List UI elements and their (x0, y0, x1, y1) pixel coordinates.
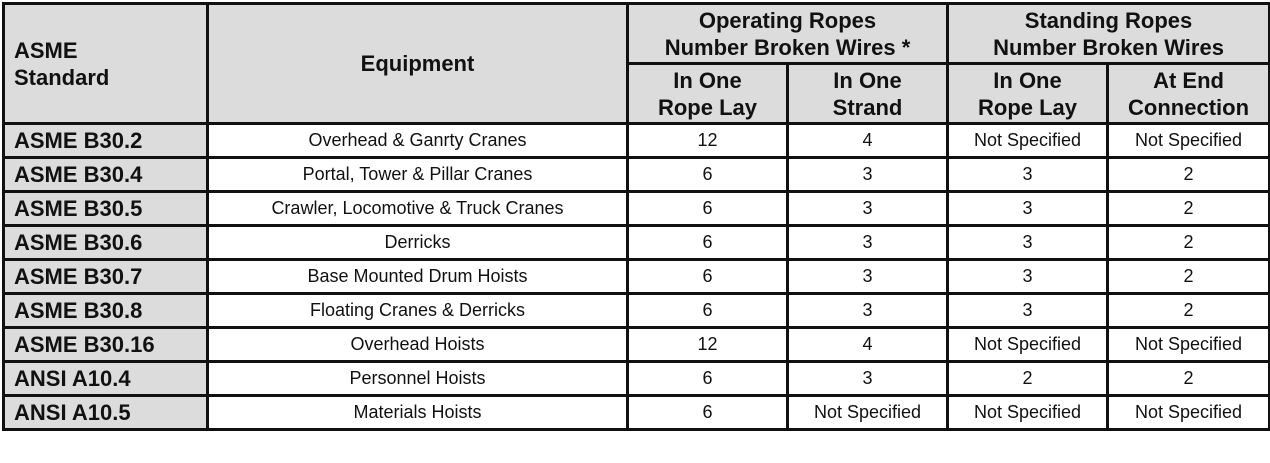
st-rope-lay-cell: Not Specified (946, 122, 1110, 159)
operating-header-line-1: Operating Ropes (698, 7, 877, 33)
table-row: ANSI A10.5 Materials Hoists 6 Not Specif… (2, 394, 1270, 431)
standard-header-line-2: Standard (14, 64, 110, 90)
st-end-connection-cell: 2 (1106, 190, 1270, 227)
table-row: ASME B30.2 Overhead & Ganrty Cranes 12 4… (2, 122, 1270, 159)
op-rope-lay-cell: 6 (626, 224, 789, 261)
equipment-cell: Base Mounted Drum Hoists (206, 258, 629, 295)
equipment-cell: Overhead & Ganrty Cranes (206, 122, 629, 159)
st-rope-lay-header: In One Rope Lay (946, 62, 1110, 125)
equipment-cell: Materials Hoists (206, 394, 629, 431)
standing-header-line-2: Number Broken Wires (993, 34, 1224, 60)
st-rope-lay-cell: 2 (946, 360, 1110, 397)
st-end-connection-cell: Not Specified (1106, 326, 1270, 363)
op-rope-lay-header-line-1: In One (673, 67, 742, 93)
op-strand-header: In One Strand (785, 62, 950, 125)
table-header: ASME Standard Equipment Operating Ropes … (2, 2, 1270, 125)
op-strand-cell: 4 (785, 122, 950, 159)
op-strand-header-line-1: In One (833, 67, 902, 93)
standard-cell: ASME B30.2 (2, 122, 209, 159)
table-row: ASME B30.7 Base Mounted Drum Hoists 6 3 … (2, 258, 1270, 295)
st-rope-lay-cell: 3 (946, 156, 1110, 193)
standard-header-line-1: ASME (14, 37, 78, 63)
st-rope-lay-cell: 3 (946, 258, 1110, 295)
table-body: ASME B30.2 Overhead & Ganrty Cranes 12 4… (2, 122, 1270, 431)
standard-cell: ASME B30.6 (2, 224, 209, 261)
broken-wires-table: ASME Standard Equipment Operating Ropes … (2, 2, 1270, 431)
table-row: ASME B30.16 Overhead Hoists 12 4 Not Spe… (2, 326, 1270, 363)
op-rope-lay-cell: 6 (626, 190, 789, 227)
st-rope-lay-header-line-1: In One (993, 67, 1062, 93)
st-end-connection-cell: 2 (1106, 156, 1270, 193)
st-rope-lay-header-line-2: Rope Lay (978, 94, 1078, 120)
st-end-connection-cell: Not Specified (1106, 394, 1270, 431)
op-strand-cell: 3 (785, 224, 950, 261)
header-row-subcolumns: In One Rope Lay In One Strand In One Rop… (4, 62, 1270, 125)
op-rope-lay-cell: 12 (626, 326, 789, 363)
op-rope-lay-header: In One Rope Lay (626, 62, 789, 125)
st-end-connection-cell: 2 (1106, 292, 1270, 329)
op-strand-cell: 3 (785, 360, 950, 397)
st-end-connection-cell: 2 (1106, 360, 1270, 397)
st-rope-lay-cell: 3 (946, 190, 1110, 227)
st-rope-lay-cell: Not Specified (946, 394, 1110, 431)
standard-cell: ASME B30.16 (2, 326, 209, 363)
st-end-connection-cell: 2 (1106, 258, 1270, 295)
st-end-connection-header-line-2: Connection (1128, 94, 1250, 120)
operating-ropes-group-header: Operating Ropes Number Broken Wires * (625, 2, 950, 65)
standing-ropes-group-header: Standing Ropes Number Broken Wires (946, 2, 1270, 65)
standard-cell: ASME B30.7 (2, 258, 209, 295)
table-row: ASME B30.6 Derricks 6 3 3 2 (2, 224, 1270, 261)
st-end-connection-cell: Not Specified (1106, 122, 1270, 159)
standard-cell: ASME B30.5 (2, 190, 209, 227)
op-rope-lay-cell: 6 (626, 156, 789, 193)
equipment-cell: Personnel Hoists (206, 360, 629, 397)
standard-cell: ANSI A10.4 (2, 360, 209, 397)
standard-cell: ASME B30.8 (2, 292, 209, 329)
equipment-cell: Overhead Hoists (206, 326, 629, 363)
table-row: ANSI A10.4 Personnel Hoists 6 3 2 2 (2, 360, 1270, 397)
standard-cell: ANSI A10.5 (2, 394, 209, 431)
equipment-cell: Crawler, Locomotive & Truck Cranes (206, 190, 629, 227)
standing-header-line-1: Standing Ropes (1024, 7, 1193, 33)
equipment-cell: Portal, Tower & Pillar Cranes (206, 156, 629, 193)
equipment-column-header: Equipment (206, 2, 629, 125)
op-rope-lay-cell: 6 (626, 360, 789, 397)
op-strand-cell: 3 (785, 292, 950, 329)
op-rope-lay-cell: 6 (626, 394, 789, 431)
standard-cell: ASME B30.4 (2, 156, 209, 193)
equipment-cell: Derricks (206, 224, 629, 261)
table-row: ASME B30.8 Floating Cranes & Derricks 6 … (2, 292, 1270, 329)
op-rope-lay-cell: 6 (626, 292, 789, 329)
st-rope-lay-cell: 3 (946, 224, 1110, 261)
table-row: ASME B30.4 Portal, Tower & Pillar Cranes… (2, 156, 1270, 193)
op-rope-lay-cell: 6 (626, 258, 789, 295)
op-rope-lay-header-line-2: Rope Lay (657, 94, 758, 120)
header-row-groups: ASME Standard Equipment Operating Ropes … (2, 2, 1270, 125)
st-end-connection-cell: 2 (1106, 224, 1270, 261)
op-strand-cell: 4 (785, 326, 950, 363)
op-strand-cell: 3 (785, 156, 950, 193)
st-rope-lay-cell: Not Specified (946, 326, 1110, 363)
standard-column-header: ASME Standard (2, 2, 209, 125)
op-strand-cell: Not Specified (785, 394, 950, 431)
equipment-cell: Floating Cranes & Derricks (206, 292, 629, 329)
op-strand-cell: 3 (785, 258, 950, 295)
op-strand-cell: 3 (785, 190, 950, 227)
op-rope-lay-cell: 12 (626, 122, 789, 159)
operating-header-line-2: Number Broken Wires * (664, 34, 911, 60)
table-row: ASME B30.5 Crawler, Locomotive & Truck C… (2, 190, 1270, 227)
st-end-connection-header-line-1: At End (1153, 67, 1224, 93)
st-end-connection-header: At End Connection (1106, 62, 1270, 125)
st-rope-lay-cell: 3 (946, 292, 1110, 329)
op-strand-header-line-2: Strand (832, 94, 903, 120)
